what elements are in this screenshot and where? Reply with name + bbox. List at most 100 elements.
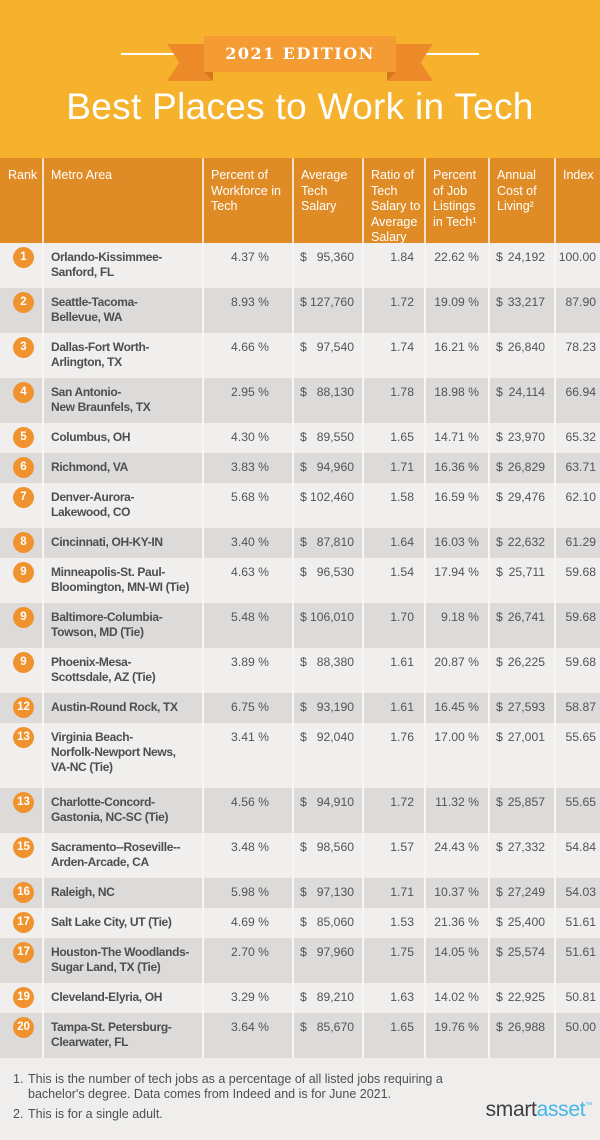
job-listings-pct-cell: 16.03 %	[424, 528, 488, 558]
avg-salary-cell: $96,530	[292, 558, 362, 603]
workforce-pct-value: 3.89 %	[231, 655, 269, 669]
workforce-pct-value: 5.68 %	[231, 490, 269, 504]
dollar-sign: $	[300, 535, 307, 549]
dollar-sign: $	[496, 795, 503, 809]
cost-amount: 27,249	[507, 885, 545, 899]
ratio-value: 1.63	[390, 990, 414, 1004]
job-listings-pct-cell: 20.87 %	[424, 648, 488, 693]
workforce-pct-value: 3.40 %	[231, 535, 269, 549]
salary-amount: 89,210	[316, 990, 354, 1004]
job-listings-pct-value: 16.21 %	[434, 340, 479, 354]
rank-cell: 3	[0, 333, 42, 378]
cost-of-living-cell: $24,192	[488, 243, 554, 288]
cost-of-living-cell: $24,114	[488, 378, 554, 423]
job-listings-pct-value: 10.37 %	[434, 885, 479, 899]
cost-of-living-cell: $25,400	[488, 908, 554, 938]
edition-ribbon: 2021 EDITION	[204, 36, 396, 72]
column-header-metro-area: Metro Area	[42, 158, 202, 243]
cost-amount: 33,217	[507, 295, 545, 309]
avg-salary-cell: $88,380	[292, 648, 362, 693]
dollar-sign: $	[496, 655, 503, 669]
job-listings-pct-value: 16.03 %	[434, 535, 479, 549]
table-header-row: Rank Metro Area Percent of Workforce in Te…	[0, 158, 600, 243]
column-header-pct-job-listings: Percent of Job Listings in Tech¹	[424, 158, 488, 243]
job-listings-pct-value: 16.59 %	[434, 490, 479, 504]
cost-of-living-value: $25,857	[490, 795, 554, 810]
ratio-cell: 1.72	[362, 788, 424, 833]
cost-of-living-cell: $26,988	[488, 1013, 554, 1058]
table-row: 9 Minneapolis-St. Paul- Bloomington, MN-W…	[0, 558, 600, 603]
job-listings-pct-value: 9.18 %	[441, 610, 479, 624]
workforce-pct-value: 3.29 %	[231, 990, 269, 1004]
table-body: 1 Orlando-Kissimmee- Sanford, FL 4.37 % $95…	[0, 243, 600, 1058]
avg-salary-cell: $94,960	[292, 453, 362, 483]
avg-salary-value: $97,130	[294, 885, 362, 900]
salary-amount: 85,060	[316, 915, 354, 929]
index-value: 50.81	[565, 990, 597, 1004]
cost-of-living-cell: $33,217	[488, 288, 554, 333]
ratio-cell: 1.70	[362, 603, 424, 648]
metro-name: Baltimore-Columbia- Towson, MD (Tie)	[51, 610, 163, 639]
cost-amount: 27,593	[507, 700, 545, 714]
rank-badge: 7	[13, 487, 34, 508]
ratio-value: 1.71	[390, 885, 414, 899]
rank-badge: 17	[13, 942, 34, 963]
metro-name: Phoenix-Mesa- Scottsdale, AZ (Tie)	[51, 655, 156, 684]
cost-amount: 26,829	[507, 460, 545, 474]
index-value: 61.29	[565, 535, 597, 549]
salary-amount: 94,960	[316, 460, 354, 474]
index-cell: 63.71	[554, 453, 600, 483]
metro-cell: San Antonio- New Braunfels, TX	[42, 378, 202, 423]
workforce-pct-value: 4.30 %	[231, 430, 269, 444]
ratio-value: 1.58	[390, 490, 414, 504]
dollar-sign: $	[300, 460, 307, 474]
metro-name: Salt Lake City, UT (Tie)	[51, 915, 172, 929]
rank-badge: 5	[13, 427, 34, 448]
dollar-sign: $	[300, 945, 307, 959]
rank-cell: 12	[0, 693, 42, 723]
cost-amount: 26,741	[507, 610, 545, 624]
ratio-cell: 1.72	[362, 288, 424, 333]
metro-cell: Salt Lake City, UT (Tie)	[42, 908, 202, 938]
metro-cell: Cincinnati, OH-KY-IN	[42, 528, 202, 558]
rank-badge: 17	[13, 912, 34, 933]
index-value: 65.32	[565, 430, 597, 444]
dollar-sign: $	[300, 250, 307, 264]
dollar-sign: $	[300, 1020, 307, 1034]
table-row: 1 Orlando-Kissimmee- Sanford, FL 4.37 % $95…	[0, 243, 600, 288]
ratio-value: 1.54	[390, 565, 414, 579]
job-listings-pct-value: 24.43 %	[434, 840, 479, 854]
cost-of-living-cell: $23,970	[488, 423, 554, 453]
metro-cell: Richmond, VA	[42, 453, 202, 483]
hero-header: 2021 EDITION Best Places to Work in Tech	[0, 0, 600, 158]
salary-amount: 96,530	[316, 565, 354, 579]
footnote-1: 1. This is the number of tech jobs as a …	[13, 1072, 600, 1102]
rank-cell: 9	[0, 603, 42, 648]
workforce-pct-cell: 8.93 %	[202, 288, 292, 333]
dollar-sign: $	[300, 990, 307, 1004]
salary-amount: 95,360	[316, 250, 354, 264]
footnote-number: 1.	[13, 1072, 24, 1086]
cost-amount: 25,574	[507, 945, 545, 959]
cost-of-living-value: $26,225	[490, 655, 554, 670]
metro-cell: Cleveland-Elyria, OH	[42, 983, 202, 1013]
index-value: 58.87	[565, 700, 597, 714]
salary-amount: 102,460	[309, 490, 354, 504]
table-row: 5 Columbus, OH 4.30 % $89,550 1.65 14.71 % $23…	[0, 423, 600, 453]
avg-salary-value: $106,010	[294, 610, 362, 625]
rank-badge: 9	[13, 607, 34, 628]
ratio-cell: 1.61	[362, 648, 424, 693]
dollar-sign: $	[300, 385, 307, 399]
index-value: 51.61	[565, 915, 597, 929]
workforce-pct-value: 4.69 %	[231, 915, 269, 929]
avg-salary-cell: $87,810	[292, 528, 362, 558]
dollar-sign: $	[300, 340, 307, 354]
workforce-pct-value: 3.48 %	[231, 840, 269, 854]
ratio-value: 1.71	[390, 460, 414, 474]
ratio-cell: 1.57	[362, 833, 424, 878]
dollar-sign: $	[496, 535, 503, 549]
workforce-pct-cell: 2.70 %	[202, 938, 292, 983]
cost-of-living-cell: $27,593	[488, 693, 554, 723]
job-listings-pct-cell: 17.94 %	[424, 558, 488, 603]
cost-amount: 27,332	[507, 840, 545, 854]
